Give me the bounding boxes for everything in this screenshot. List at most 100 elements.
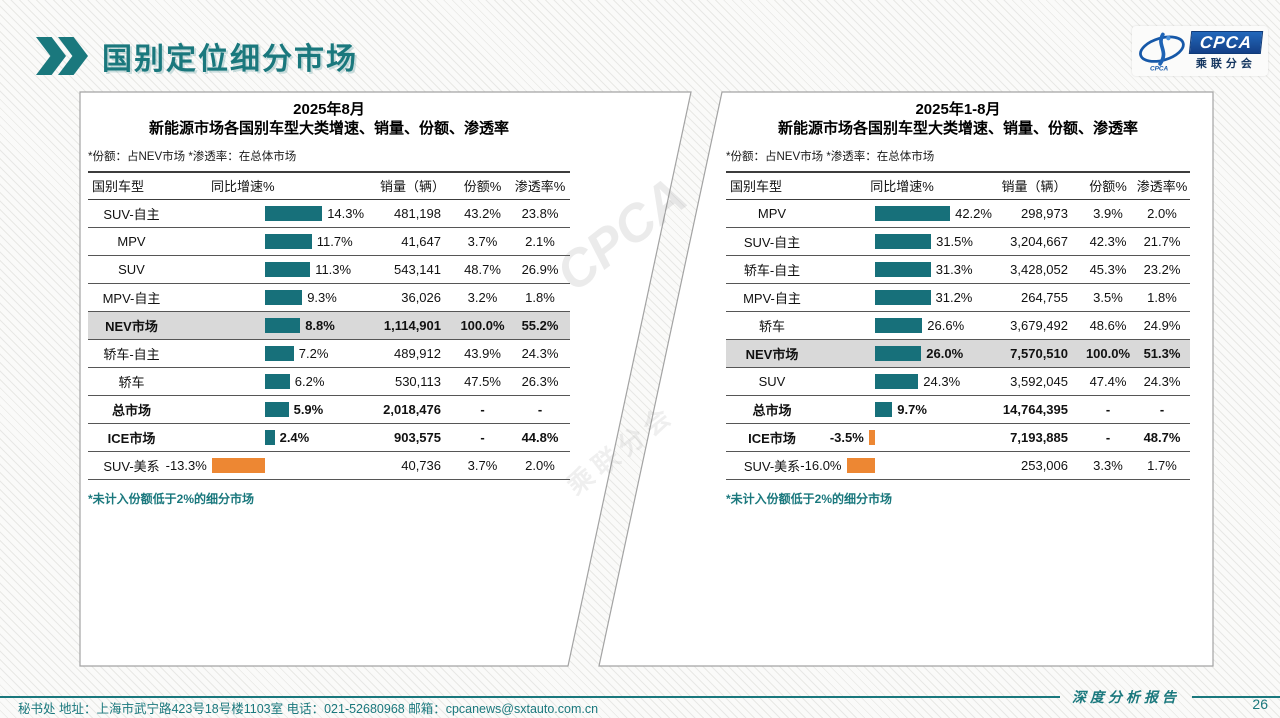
growth-value: 31.2% (935, 289, 973, 305)
double-chevron-icon (36, 37, 88, 75)
growth-bar-cell: 11.3% (175, 255, 370, 283)
sales-value: 903,575 (394, 429, 441, 445)
growth-bar (875, 233, 932, 249)
table-subtitle: 新能源市场各国别车型大类增速、销量、份额、渗透率 (777, 120, 1138, 137)
negative-growth-bar (868, 429, 875, 445)
penetration-value: 55.2% (521, 317, 559, 333)
sales-value: 36,026 (401, 289, 441, 305)
table-panel-aug: 2025年8月 新能源市场各国别车型大类增速、销量、份额、渗透率 *份额：占NE… (88, 100, 570, 507)
growth-value: 11.7% (316, 233, 353, 249)
col-header-category: 国别车型 (92, 179, 145, 195)
header-row: 国别车型 同比增速% 销量（辆） 份额% 渗透率% (726, 172, 1190, 199)
table-footnote: *未计入份额低于2%的细分市场 (88, 491, 255, 506)
table-row: NEV市场 8.8% 1,114,901 100.0% 55.2% (88, 311, 570, 339)
sales-value: 264,755 (1021, 289, 1068, 305)
sales-value: 3,592,045 (1010, 373, 1068, 389)
table-panel-ytd: 2025年1-8月 新能源市场各国别车型大类增速、销量、份额、渗透率 *份额：占… (726, 100, 1190, 507)
growth-bar-cell: 26.0% (818, 339, 986, 367)
share-value: 100.0% (460, 317, 505, 333)
growth-bar-cell: 5.9% (175, 395, 370, 423)
growth-value: 9.3% (307, 289, 337, 305)
penetration-value: 51.3% (1143, 345, 1181, 361)
row-label: 总市场 (111, 402, 151, 418)
share-value: 3.7% (467, 233, 498, 249)
growth-value: -13.3% (165, 457, 207, 473)
share-value: 43.9% (464, 345, 501, 361)
share-value: - (480, 429, 485, 445)
row-label: NEV市场 (105, 318, 158, 334)
penetration-value: 24.3% (1143, 373, 1181, 389)
growth-bar-cell: 26.6% (818, 311, 986, 339)
share-value: 48.7% (464, 261, 501, 277)
sales-value: 530,113 (394, 373, 441, 389)
share-value: 3.2% (467, 289, 498, 305)
growth-value: 26.6% (927, 317, 965, 333)
table-row: MPV-自主 9.3% 36,026 3.2% 1.8% (88, 283, 570, 311)
table-note: *份额：占NEV市场 *渗透率：在总体市场 (726, 151, 935, 163)
table-row: 轿车-自主 7.2% 489,912 43.9% 24.3% (88, 339, 570, 367)
growth-bar-cell: 24.3% (818, 367, 986, 395)
table-row: SUV 24.3% 3,592,045 47.4% 24.3% (726, 367, 1190, 395)
row-label: MPV (117, 233, 146, 249)
growth-value: 31.3% (935, 261, 973, 277)
table-row: 轿车 6.2% 530,113 47.5% 26.3% (88, 367, 570, 395)
growth-bar-cell: -13.3% (166, 451, 370, 479)
growth-value: 31.5% (936, 233, 973, 249)
sales-value: 298,973 (1021, 205, 1068, 221)
growth-bar-cell: 31.5% (818, 227, 986, 255)
penetration-value: 23.2% (1143, 261, 1181, 277)
penetration-value: 24.9% (1143, 317, 1181, 333)
share-value: - (1105, 429, 1111, 445)
share-value: 3.7% (467, 457, 498, 473)
row-label: 轿车 (758, 318, 785, 334)
penetration-value: 24.3% (521, 345, 559, 361)
penetration-value: 44.8% (521, 429, 559, 445)
growth-value: 26.0% (926, 345, 964, 361)
penetration-value: 26.9% (521, 261, 559, 277)
growth-value: 24.3% (923, 373, 961, 389)
penetration-value: - (1159, 401, 1165, 417)
growth-bar (265, 373, 290, 389)
growth-bar (875, 317, 923, 333)
table-row: ICE市场 2.4% 903,575 - 44.8% (88, 423, 570, 451)
row-label: MPV (757, 205, 787, 221)
table-row: 轿车 26.6% 3,679,492 48.6% 24.9% (726, 311, 1190, 339)
sales-value: 3,679,492 (1010, 317, 1068, 333)
sales-value: 3,204,667 (1010, 233, 1068, 249)
row-label: SUV-美系 (743, 458, 801, 474)
table-row: 轿车-自主 31.3% 3,428,052 45.3% 23.2% (726, 255, 1190, 283)
growth-value: 6.2% (294, 373, 325, 389)
penetration-value: 23.8% (521, 205, 559, 221)
table-row: ICE市场 -3.5% 7,193,885 - 48.7% (726, 423, 1190, 451)
penetration-value: 2.0% (525, 457, 555, 473)
sales-value: 1,114,901 (383, 317, 441, 333)
growth-value: 11.3% (315, 261, 352, 277)
sales-value: 253,006 (1021, 457, 1068, 473)
growth-value: -3.5% (829, 429, 864, 445)
growth-value: 42.2% (955, 205, 992, 221)
share-value: 3.5% (1093, 289, 1123, 305)
table-row: SUV-美系 -16.0% 253,006 3.3% 1.7% (726, 451, 1190, 479)
growth-bar (265, 429, 275, 445)
growth-bar-cell: 31.3% (818, 255, 986, 283)
growth-value: -16.0% (800, 457, 842, 473)
col-header-penetration: 渗透率% (514, 179, 566, 195)
share-value: 48.6% (1089, 317, 1127, 333)
row-label: SUV (118, 261, 145, 277)
sales-value: 7,193,885 (1010, 429, 1068, 445)
growth-bar (265, 261, 311, 277)
growth-value: 9.7% (897, 401, 927, 417)
share-value: 42.3% (1089, 233, 1127, 249)
footer-contact-info: 秘书处 地址：上海市武宁路423号18号楼1103室 电话：021-526809… (18, 702, 599, 716)
penetration-value: 2.1% (525, 233, 555, 249)
table-row: MPV 42.2% 298,973 3.9% 2.0% (726, 199, 1190, 227)
page-number: 26 (1252, 696, 1268, 712)
penetration-value: 26.3% (521, 373, 559, 389)
growth-bar (875, 205, 951, 221)
table-row: SUV-美系 -13.3% 40,736 3.7% 2.0% (88, 451, 570, 479)
growth-bar (265, 345, 294, 361)
growth-bar (875, 261, 931, 277)
growth-value: 7.2% (298, 345, 329, 361)
growth-bar-cell: 9.3% (175, 283, 370, 311)
svg-text:CPCA: CPCA (1150, 65, 1169, 72)
